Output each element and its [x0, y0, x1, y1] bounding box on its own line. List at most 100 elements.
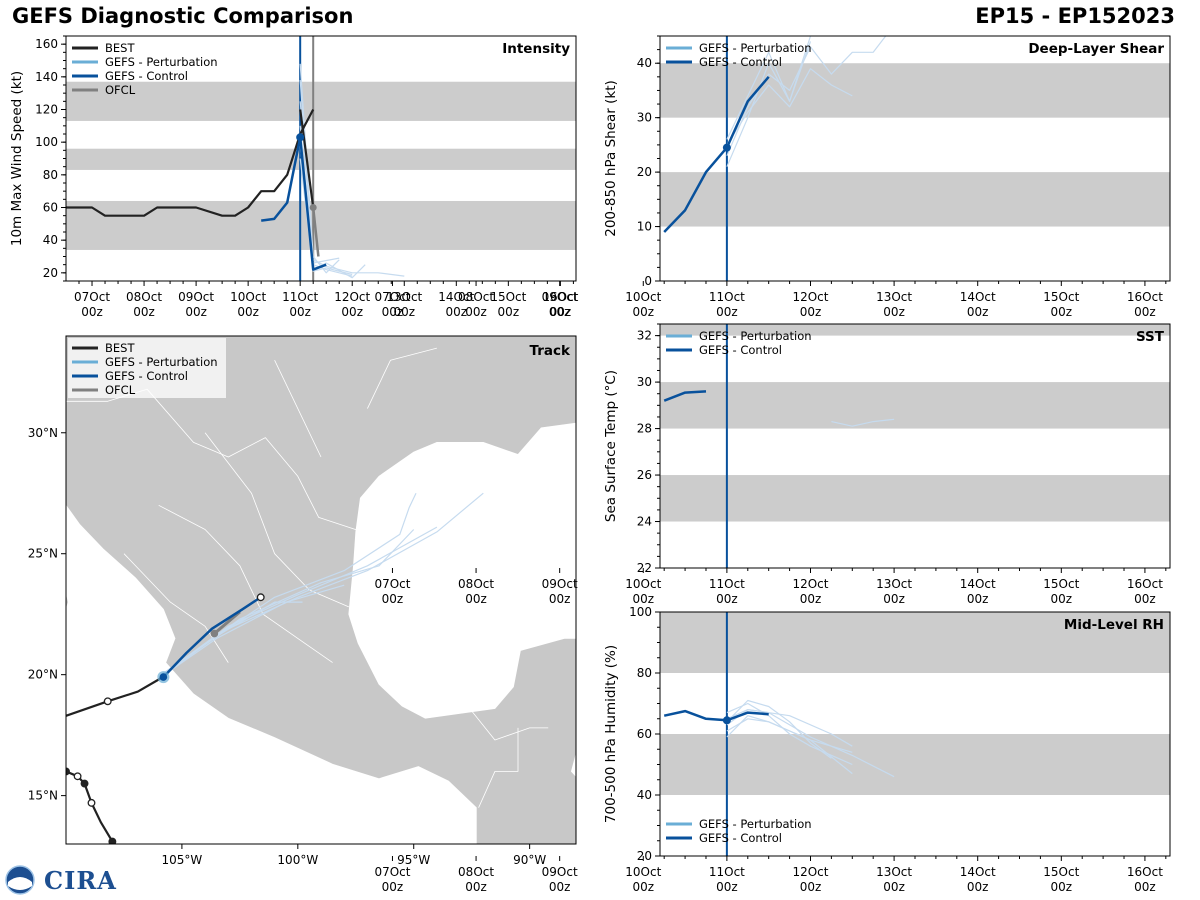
x-tick-hour: 00z [1051, 592, 1073, 606]
x-tick-hour: 00z [550, 305, 572, 319]
x-tick-label: 07Oct [374, 290, 410, 304]
x-tick-hour: 00z [237, 305, 259, 319]
x-tick-hour: 00z [967, 305, 989, 319]
x-tick-hour: 00z [81, 305, 103, 319]
land-mass [66, 336, 576, 844]
x-tick-label: 11Oct [709, 577, 745, 591]
x-tick-label: 07Oct [74, 290, 110, 304]
shade-band [660, 382, 1170, 429]
perturbation-line [726, 68, 853, 146]
x-tick-label: 07Oct [374, 865, 410, 879]
panel-rh: 2040608010007Oct00z08Oct00z09Oct00z10Oct… [374, 605, 1171, 894]
x-tick-hour: 00z [1051, 880, 1073, 894]
perturbation-line [726, 702, 853, 766]
y-tick-label: 28 [637, 422, 652, 436]
lon-tick-label: 95°W [397, 853, 430, 867]
y-axis-label: 700-500 hPa Humidity (%) [603, 645, 619, 823]
control-line [663, 390, 707, 402]
legend-label: GEFS - Control [699, 55, 782, 69]
x-tick-label: 16Oct [1127, 290, 1163, 304]
y-tick-label: 100 [629, 605, 652, 619]
lat-tick-label: 25°N [28, 547, 58, 561]
plot-area [663, 612, 895, 856]
x-tick-hour: 00z [716, 880, 738, 894]
x-tick-label: 08Oct [458, 577, 494, 591]
control-init-point [722, 716, 731, 725]
x-tick-label: 10Oct [625, 577, 661, 591]
x-tick-label: 11Oct [282, 290, 318, 304]
control-line [663, 75, 770, 233]
plot-area [663, 324, 895, 568]
shade-band [660, 734, 1170, 795]
control-track-end [256, 593, 265, 602]
storm-id-title: EP15 - EP152023 [975, 4, 1175, 28]
x-tick-label: 10Oct [625, 865, 661, 879]
perturbation-line [726, 41, 812, 140]
y-tick-label: 60 [637, 727, 652, 741]
x-tick-label: 15Oct [490, 290, 526, 304]
x-tick-label: 15Oct [1043, 290, 1079, 304]
lon-tick-label: 100°W [277, 853, 318, 867]
y-tick-label: 60 [43, 201, 58, 215]
x-tick-hour: 00z [800, 880, 822, 894]
panel-label: Mid-Level RH [1064, 617, 1164, 633]
y-tick-label: 0 [644, 274, 652, 288]
shade-band [660, 612, 1170, 673]
panel-label: Intensity [502, 41, 570, 57]
x-tick-hour: 00z [1134, 880, 1156, 894]
best-track-point [80, 779, 89, 788]
y-tick-label: 22 [637, 561, 652, 575]
x-tick-hour: 00z [632, 305, 654, 319]
x-tick-hour: 00z [967, 592, 989, 606]
y-tick-label: 40 [43, 233, 58, 247]
plot-area [663, 36, 887, 281]
y-tick-label: 20 [43, 266, 58, 280]
x-tick-label: 10Oct [625, 290, 661, 304]
y-tick-label: 30 [637, 375, 652, 389]
best-line [66, 108, 315, 217]
legend-label: GEFS - Perturbation [699, 329, 812, 343]
x-tick-hour: 00z [289, 305, 311, 319]
panel-shear: 01020304007Oct00z08Oct00z09Oct00z10Oct00… [374, 35, 1171, 319]
x-tick-label: 13Oct [876, 577, 912, 591]
x-tick-label: 15Oct [1043, 577, 1079, 591]
lon-tick-label: 105°W [162, 853, 203, 867]
legend-label: GEFS - Perturbation [105, 55, 218, 69]
x-tick-hour: 00z [465, 880, 487, 894]
x-tick-label: 12Oct [792, 577, 828, 591]
plot-area [66, 36, 405, 281]
x-tick-hour: 00z [716, 592, 738, 606]
perturbation-line [831, 418, 895, 427]
x-tick-hour: 00z [498, 305, 520, 319]
x-tick-label: 07Oct [374, 577, 410, 591]
axes-frame [659, 323, 1171, 569]
panel-label: Track [530, 343, 571, 359]
x-tick-hour: 00z [632, 592, 654, 606]
panel-intensity: 2040608010012014016007Oct00z08Oct00z09Oc… [9, 35, 579, 319]
x-tick-label: 14Oct [960, 865, 996, 879]
x-tick-label: 09Oct [542, 865, 578, 879]
ofcl-line [311, 207, 320, 257]
cira-logo-text: CIRA [44, 865, 117, 895]
ofcl-point [309, 204, 317, 211]
x-tick-label: 08Oct [458, 865, 494, 879]
panel-track: 105°W 100°W 95°W 90°W 15°N 20°N 25°N 30°N Track B… [28, 335, 577, 867]
shade-band [66, 200, 576, 250]
y-tick-label: 32 [637, 329, 652, 343]
shade-band [660, 172, 1170, 227]
ofcl-track-point [210, 629, 219, 638]
lat-tick-label: 20°N [28, 668, 58, 682]
x-tick-label: 13Oct [386, 290, 422, 304]
y-tick-label: 140 [35, 70, 58, 84]
cira-logo: CIRA [4, 864, 117, 896]
control-line [663, 709, 769, 722]
x-tick-hour: 00z [382, 880, 404, 894]
legend-label: GEFS - Control [105, 69, 188, 83]
border-line [123, 553, 229, 663]
noaa-logo-icon [5, 865, 35, 895]
x-tick-hour: 00z [1051, 305, 1073, 319]
x-tick-label: 14Oct [960, 290, 996, 304]
panel-sst: 22242628303207Oct00z08Oct00z09Oct00z10Oc… [374, 323, 1171, 606]
legend-label: BEST [105, 341, 135, 355]
x-tick-hour: 00z [883, 592, 905, 606]
